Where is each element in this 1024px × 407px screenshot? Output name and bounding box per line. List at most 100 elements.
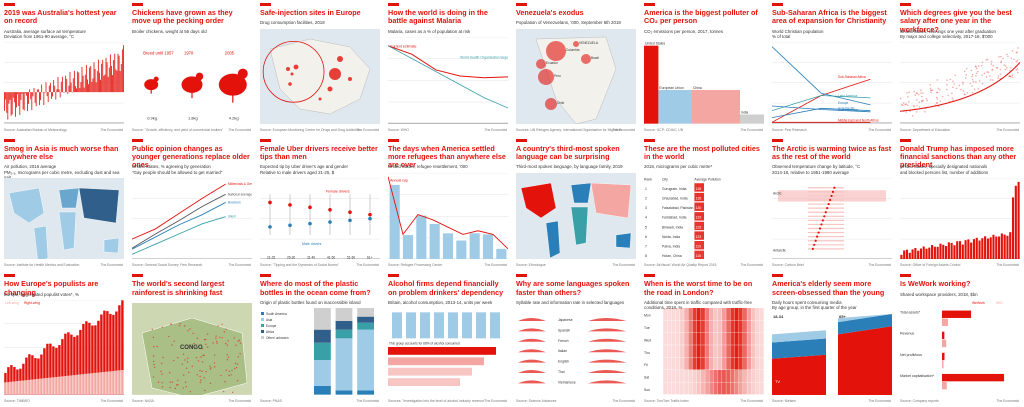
bar — [644, 46, 658, 124]
chart-tile[interactable]: Sub-Saharan Africa is the biggest area o… — [768, 0, 895, 135]
chart-title: Is WeWork working? — [900, 280, 1020, 288]
fire-point — [185, 382, 186, 383]
area-chart-icon: 18-34 65+TV — [772, 314, 892, 395]
chart-tile[interactable]: Is WeWork working? Shared workspace provi… — [896, 271, 1023, 406]
point — [825, 211, 827, 213]
bar — [98, 60, 99, 93]
chart-label: 116 — [696, 254, 702, 258]
brand-label: The Economist — [868, 263, 891, 267]
point — [916, 111, 918, 113]
chart-label: Net profit/loss — [900, 353, 922, 357]
heatmap-cell — [714, 383, 718, 395]
bar — [23, 92, 24, 109]
heatmap-cell — [709, 333, 713, 345]
chart-tile[interactable]: Where do most of the plastic bottles in … — [256, 271, 383, 406]
chart-source: Source: "Growth, efficiency, and yield o… — [132, 128, 223, 132]
chart-subtitle: United States, specially designated nati… — [900, 164, 1020, 174]
bar — [10, 92, 11, 100]
heatmap-cell — [760, 383, 764, 395]
heatmap-cell — [751, 308, 755, 320]
heatmap-cell — [693, 308, 697, 320]
chart-plot: Rank City Average Pollution 1 Gurugram, Indi… — [644, 173, 764, 260]
bar — [109, 314, 111, 371]
point — [903, 102, 905, 104]
point — [992, 79, 994, 81]
chart-tile[interactable]: Why are some languages spoken faster tha… — [512, 271, 639, 406]
chart-title: A country's third-most spoken language c… — [516, 145, 636, 162]
chart-source: Source: NASA — [132, 399, 154, 403]
heatmap-cell — [747, 321, 751, 333]
chart-tile[interactable]: Chickens have grown as they move up the … — [128, 0, 255, 135]
fire-point — [197, 374, 198, 375]
chart-tile[interactable]: America is the biggest polluter of CO₂ p… — [640, 0, 767, 135]
fire-point — [232, 392, 233, 393]
chart-tile[interactable]: 2019 was Australia's hottest year on rec… — [0, 0, 127, 135]
chart-tile[interactable]: Which degrees give you the best salary a… — [896, 0, 1023, 135]
chart-tile[interactable]: How Europe's populists are changing Europ… — [0, 271, 127, 406]
map-world-icon — [516, 173, 636, 260]
point — [1015, 69, 1017, 71]
map-congo-icon: CONGO — [132, 303, 252, 395]
fire-point — [170, 382, 171, 383]
chart-label: Thu — [644, 351, 650, 355]
chart-label: 1 — [645, 187, 647, 191]
chart-label: 129 — [696, 215, 702, 219]
point — [952, 87, 954, 89]
fire-point — [179, 325, 180, 326]
brand-label: The Economist — [100, 399, 123, 403]
fire-point — [228, 375, 229, 376]
chart-tile[interactable]: The Arctic is warming twice as fast as t… — [768, 136, 895, 271]
fire-point — [229, 371, 230, 372]
point — [901, 104, 903, 106]
chart-tile[interactable]: America's elderly seem more screen-obses… — [768, 271, 895, 406]
brand-label: The Economist — [100, 128, 123, 132]
dot-plot-icon: 21-25 26-30 31-40 41-50 51-60 61+Female drive… — [260, 178, 380, 259]
heatmap-cell — [722, 308, 726, 320]
fire-point — [153, 376, 154, 377]
country-shape — [79, 188, 119, 223]
chart-tile[interactable]: The days when America settled more refug… — [384, 136, 511, 271]
chart-tile[interactable]: Safe-injection sites in Europe Drug consu… — [256, 0, 383, 135]
chart-tile[interactable]: These are the most polluted cities in th… — [640, 136, 767, 271]
heatmap-cell — [735, 308, 739, 320]
bar — [70, 72, 71, 92]
fire-point — [152, 329, 153, 330]
chart-tile[interactable]: A country's third-most spoken language c… — [512, 136, 639, 271]
heatmap-cell — [684, 370, 688, 382]
bar — [36, 92, 37, 106]
person-icon — [448, 313, 458, 339]
chart-tile[interactable]: Female Uber drivers receive better tips … — [256, 136, 383, 271]
chart-tile[interactable]: Smog in Asia is much worse than anywhere… — [0, 136, 127, 271]
bar — [914, 248, 916, 259]
point — [965, 77, 967, 79]
stacked-bar-segment — [336, 391, 353, 395]
point — [1005, 69, 1007, 71]
chart-tile[interactable]: Venezuela's exodus Population of Venezuel… — [512, 0, 639, 135]
site-dot — [286, 67, 290, 71]
point — [936, 97, 938, 99]
stacked-bar-segment — [336, 339, 353, 391]
bar — [658, 90, 692, 124]
point — [930, 90, 932, 92]
chart-tile[interactable]: Donald Trump has imposed more financial … — [896, 136, 1023, 271]
point — [967, 92, 969, 94]
bar — [26, 92, 27, 96]
point — [930, 88, 932, 90]
bar — [20, 92, 21, 100]
bubble — [538, 69, 554, 85]
point — [916, 105, 918, 107]
point — [946, 84, 948, 86]
point — [997, 77, 999, 79]
point — [982, 83, 984, 85]
chart-label: 7 — [645, 244, 647, 248]
country-shape — [104, 238, 119, 253]
chart-tile[interactable]: When is the worst time to be on the road… — [640, 271, 767, 406]
chart-tile[interactable]: Public opinion changes as younger genera… — [128, 136, 255, 271]
chart-tile[interactable]: Alcohol firms depend financially on prob… — [384, 271, 511, 406]
bar-chart-icon: This group accounts for 68% of alcohol c… — [388, 308, 508, 395]
point — [946, 80, 948, 82]
bar — [11, 92, 12, 116]
chart-tile[interactable]: The world's second largest rainforest is… — [128, 271, 255, 406]
chart-tile[interactable]: How the world is doing in the battle aga… — [384, 0, 511, 135]
